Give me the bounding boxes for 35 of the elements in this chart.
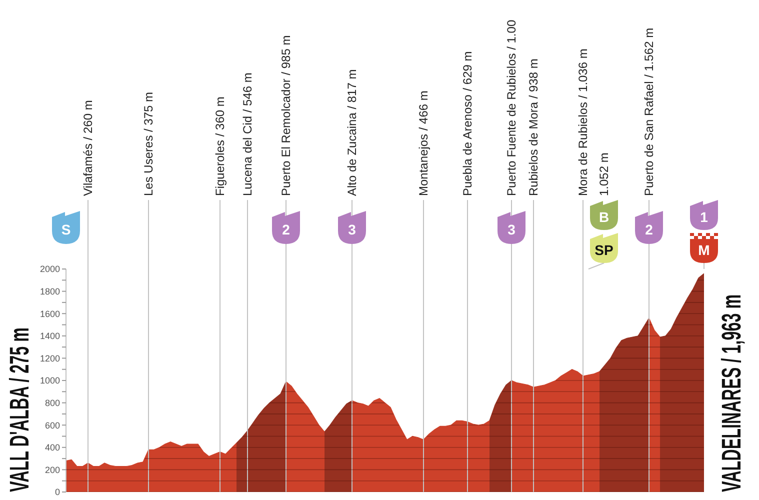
text: B xyxy=(598,208,610,225)
y-tick-label: 800 xyxy=(44,398,60,408)
text: 2 xyxy=(645,221,654,238)
x-tick-label: Puerto El Remolcador / 985 m xyxy=(279,35,294,196)
y-tick-label: 600 xyxy=(44,420,60,430)
x-tick-label: Les Useres / 375 m xyxy=(142,92,156,196)
y-tick-label: 1600 xyxy=(40,308,60,319)
text: 3 xyxy=(508,221,516,238)
x-tick-label: Rubielos de Mora / 938 m xyxy=(526,58,541,196)
y-tick-label: 200 xyxy=(44,464,60,475)
x-tick-label: Puerto de San Rafael / 1.562 m xyxy=(642,28,656,196)
x-tick-label: Puebla de Arenoso / 629 m xyxy=(460,51,475,196)
y-tick-label: 1400 xyxy=(40,331,60,342)
text: 3 xyxy=(348,221,356,238)
text: 1 xyxy=(700,208,708,225)
text: SP xyxy=(594,242,614,258)
x-tick-label: Puerto Fuente de Rubielos / 1.00 xyxy=(504,20,519,196)
text: S xyxy=(61,221,71,238)
y-tick-label: 2000 xyxy=(40,264,60,274)
text: 1.052 m xyxy=(597,152,612,196)
text: VALL D'ALBA / 275 m xyxy=(4,327,35,492)
y-tick-label: 1200 xyxy=(40,353,60,364)
x-tick-label: Vilafamés / 260 m xyxy=(81,100,96,196)
text: 2 xyxy=(282,221,290,238)
x-tick-label: Mora de Rubielos / 1.036 m xyxy=(576,48,590,196)
x-tick-label: Montanejos / 466 m xyxy=(416,90,431,196)
x-tick-label: Figueroles / 360 m xyxy=(213,96,228,196)
y-tick-label: 0 xyxy=(54,487,60,498)
y-tick-label: 1000 xyxy=(40,376,60,386)
text: VALDELINARES / 1,963 m xyxy=(716,294,747,492)
y-tick-label: 1800 xyxy=(40,286,60,296)
x-tick-label: Lucena del Cid / 546 m xyxy=(240,72,255,196)
x-tick-label: Alto de Zucaina / 817 m xyxy=(345,69,360,196)
y-tick-label: 400 xyxy=(44,442,60,453)
text: M xyxy=(698,242,710,258)
